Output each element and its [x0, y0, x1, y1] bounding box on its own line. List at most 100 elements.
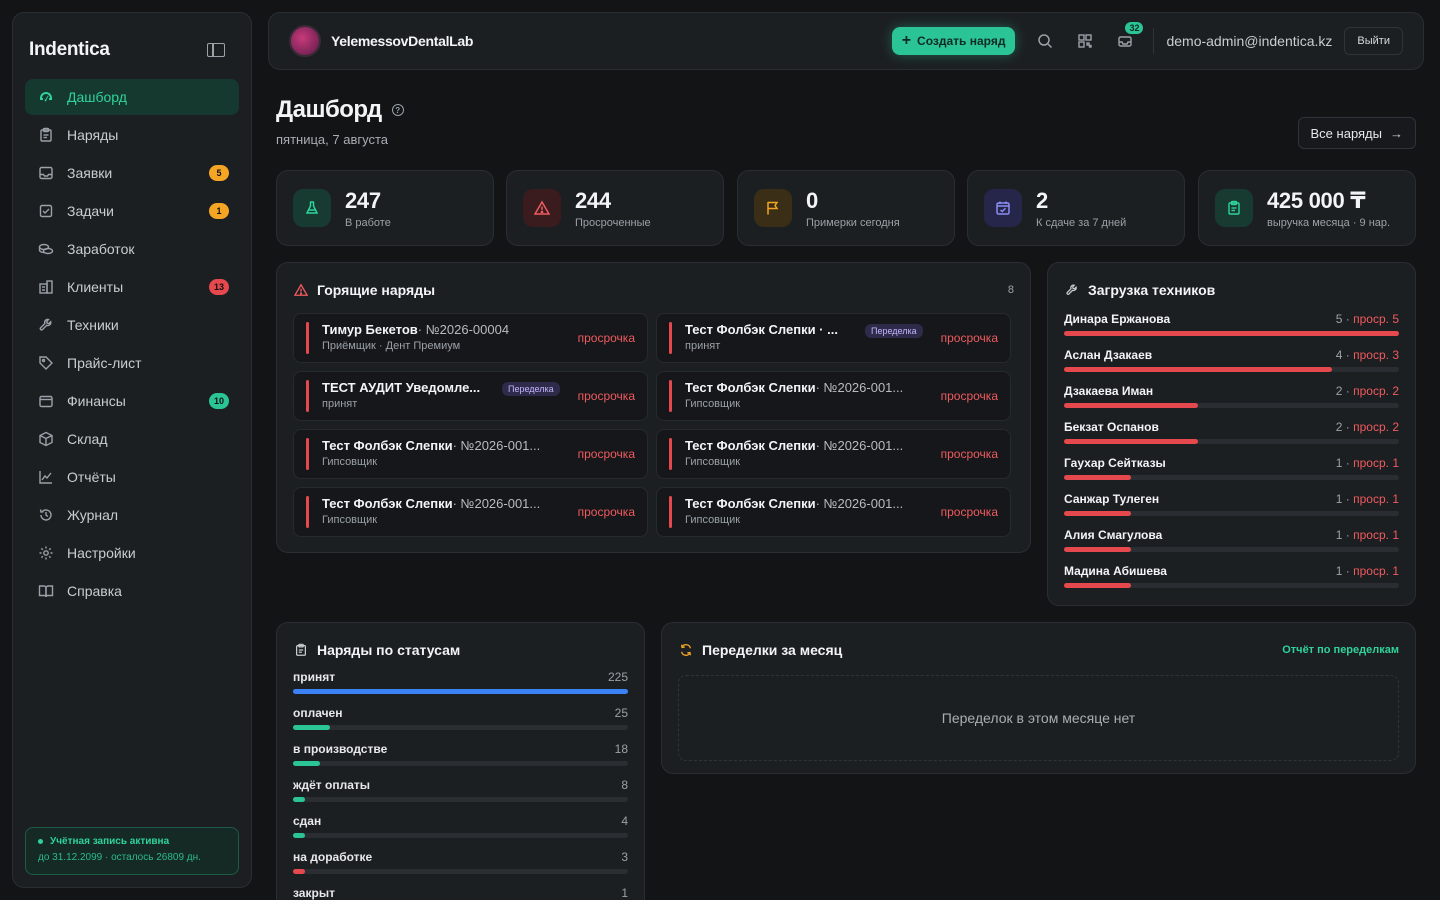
technician-load-bar — [1064, 547, 1399, 552]
sidebar-item-label: Прайс-лист — [67, 355, 142, 371]
hot-order-card[interactable]: Тест Фолбэк Слепки · №2026-001... Гипсовщ… — [656, 487, 1011, 537]
technician-load-header: Загрузка техников — [1064, 279, 1399, 301]
hot-order-card[interactable]: Тест Фолбэк Слепки · №2026-001... Гипсовщ… — [656, 371, 1011, 421]
user-email[interactable]: demo-admin@indentica.kz — [1166, 33, 1333, 49]
sidebar-item-label: Склад — [67, 431, 108, 447]
remakes-header: Переделки за месяц Отчёт по переделкам — [678, 639, 1399, 661]
search-icon[interactable] — [1035, 31, 1055, 51]
all-orders-button[interactable]: Все наряды → — [1297, 117, 1416, 149]
sidebar-item-8[interactable]: Финансы 10 — [25, 383, 239, 419]
hot-order-card[interactable]: Тест Фолбэк Слепки · №2026-001... Гипсовщ… — [656, 429, 1011, 479]
hot-order-card[interactable]: ТЕСТ АУДИТ Уведомле... принят Переделка про… — [293, 371, 648, 421]
technician-row[interactable]: Алия Смагулова 1 · проср. 1 — [1064, 525, 1399, 561]
remakes-empty-state: Переделок в этом месяце нет — [678, 675, 1399, 761]
technician-list: Динара Ержанова 5 · проср. 5 Аслан Дзакаев… — [1064, 309, 1399, 597]
help-icon[interactable]: ? — [391, 104, 404, 116]
lab-name[interactable]: YelemessovDentalLab — [331, 33, 474, 49]
stat-value: 425 000 ₸ — [1267, 187, 1366, 213]
hot-order-card[interactable]: Тест Фолбэк Слепки · ... принят Переделка п… — [656, 313, 1011, 363]
sidebar-item-2[interactable]: Заявки 5 — [25, 155, 239, 191]
sidebar-item-3[interactable]: Задачи 1 — [25, 193, 239, 229]
technician-row[interactable]: Бекзат Оспанов 2 · проср. 2 — [1064, 417, 1399, 453]
status-row[interactable]: ждёт оплаты 8 — [293, 775, 628, 811]
technician-load-fill — [1064, 583, 1131, 588]
technician-load-fill — [1064, 331, 1399, 336]
technician-row[interactable]: Мадина Абишева 1 · проср. 1 — [1064, 561, 1399, 597]
sidebar-item-10[interactable]: Отчёты — [25, 459, 239, 495]
status-row[interactable]: сдан 4 — [293, 811, 628, 847]
sidebar-collapse-icon[interactable] — [207, 43, 225, 57]
sidebar-item-5[interactable]: Клиенты 13 — [25, 269, 239, 305]
status-list: принят 225 оплачен 25 в производстве 18 ждёт о… — [293, 667, 628, 900]
technician-row[interactable]: Гаухар Сейтказы 1 · проср. 1 — [1064, 453, 1399, 489]
status-row[interactable]: оплачен 25 — [293, 703, 628, 739]
status-row[interactable]: на доработке 3 — [293, 847, 628, 883]
technician-load-fill — [1064, 547, 1131, 552]
notifications-badge: 32 — [1125, 22, 1144, 34]
create-order-button[interactable]: + Создать наряд — [891, 27, 1016, 55]
account-status-text: Учётная запись активна — [50, 836, 170, 847]
stat-card[interactable]: 247 В работе — [276, 170, 494, 246]
stat-label: Примерки сегодня — [806, 216, 900, 229]
technician-row[interactable]: Аслан Дзакаев 4 · проср. 3 — [1064, 345, 1399, 381]
technician-count: 4 — [1335, 348, 1343, 362]
status-row[interactable]: в производстве 18 — [293, 739, 628, 775]
technician-name: Гаухар Сейтказы — [1064, 456, 1166, 470]
hot-order-number: · №2026-001... — [452, 438, 541, 453]
sidebar-item-9[interactable]: Склад — [25, 421, 239, 457]
sidebar-item-12[interactable]: Настройки — [25, 535, 239, 571]
stat-card[interactable]: 244 Просроченные — [506, 170, 724, 246]
dashboard-icon — [37, 88, 55, 106]
qr-icon[interactable] — [1075, 31, 1095, 51]
overdue-status: просрочка — [577, 389, 635, 403]
technician-load-fill — [1064, 475, 1131, 480]
notifications-icon[interactable]: 32 — [1115, 22, 1144, 51]
sidebar-item-6[interactable]: Техники — [25, 307, 239, 343]
hot-order-title: Тест Фолбэк Слепки · №2026-001... — [685, 496, 925, 511]
technician-row[interactable]: Динара Ержанова 5 · проср. 5 — [1064, 309, 1399, 345]
brand-logo[interactable]: Indentica — [29, 39, 110, 60]
technician-load: 1 · проср. 1 — [1335, 528, 1399, 542]
sidebar-item-label: Задачи — [67, 203, 115, 219]
hot-order-subtitle: Гипсовщик — [685, 514, 741, 526]
stat-text: 2 К сдаче за 7 дней — [1036, 188, 1126, 229]
technician-row[interactable]: Дзакаева Иман 2 · проср. 2 — [1064, 381, 1399, 417]
technician-load-bar — [1064, 475, 1399, 480]
sidebar-item-label: Дашборд — [67, 89, 127, 105]
status-name: ждёт оплаты — [293, 778, 371, 792]
hot-order-name: Тест Фолбэк Слепки · ... — [685, 322, 838, 337]
sidebar-item-11[interactable]: Журнал — [25, 497, 239, 533]
sidebar-item-7[interactable]: Прайс-лист — [25, 345, 239, 381]
money-icon — [37, 240, 55, 258]
status-count: 225 — [607, 670, 628, 684]
technician-row[interactable]: Санжар Тулеген 1 · проср. 1 — [1064, 489, 1399, 525]
hot-order-card[interactable]: Тест Фолбэк Слепки · №2026-001... Гипсовщ… — [293, 429, 648, 479]
clipboard-icon — [293, 642, 309, 658]
warning-icon — [523, 189, 561, 227]
remakes-report-link[interactable]: Отчёт по переделкам — [1282, 644, 1399, 656]
overdue-status: просрочка — [940, 505, 998, 519]
hot-order-number: · №2026-00004 — [417, 322, 510, 337]
sidebar-item-13[interactable]: Справка — [25, 573, 239, 609]
stat-card[interactable]: 0 Примерки сегодня — [737, 170, 955, 246]
page-title-row: Дашборд ? — [276, 96, 404, 124]
hot-order-card[interactable]: Тест Фолбэк Слепки · №2026-001... Гипсовщ… — [293, 487, 648, 537]
status-row[interactable]: закрыт 1 — [293, 883, 628, 900]
hot-order-subtitle: принят — [322, 398, 358, 410]
orders-by-status-header: Наряды по статусам — [293, 639, 628, 661]
all-orders-label: Все наряды — [1310, 125, 1382, 141]
hot-order-subtitle: Приёмщик · Дент Премиум — [322, 340, 461, 352]
status-bar — [293, 833, 628, 838]
sidebar-item-0[interactable]: Дашборд — [25, 79, 239, 115]
technician-load-fill — [1064, 367, 1332, 372]
stat-card[interactable]: 2 К сдаче за 7 дней — [967, 170, 1185, 246]
status-row[interactable]: принят 225 — [293, 667, 628, 703]
stat-text: 0 Примерки сегодня — [806, 188, 900, 229]
sidebar-item-1[interactable]: Наряды — [25, 117, 239, 153]
stat-card[interactable]: 425 000 ₸ выручка месяца · 9 нар. — [1198, 170, 1416, 246]
hot-order-card[interactable]: Тимур Бекетов · №2026-00004 Приёмщик · Де… — [293, 313, 648, 363]
logout-button[interactable]: Выйти — [1344, 27, 1403, 55]
lab-avatar[interactable] — [289, 25, 321, 57]
technician-load: 4 · проср. 3 — [1335, 348, 1399, 362]
sidebar-item-4[interactable]: Заработок — [25, 231, 239, 267]
